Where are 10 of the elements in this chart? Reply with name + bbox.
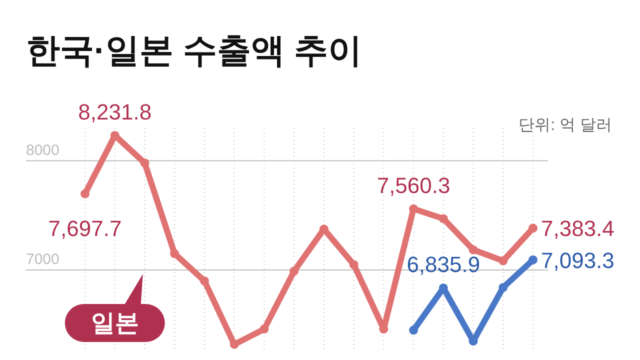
- data-label: 7,383.4: [541, 216, 614, 242]
- data-label: 8,231.8: [78, 99, 152, 124]
- data-label: 7,093.3: [541, 248, 614, 273]
- chart-title: 한국·일본 수출액 추이: [26, 32, 362, 70]
- y-tick-label: 8000: [26, 142, 60, 159]
- data-label: 6,835.9: [406, 252, 480, 277]
- data-label: 7,697.7: [48, 216, 122, 241]
- annotation: 단위: 억 달러: [518, 117, 612, 134]
- y-tick-label: 7000: [26, 251, 60, 268]
- data-label: 7,560.3: [376, 172, 450, 198]
